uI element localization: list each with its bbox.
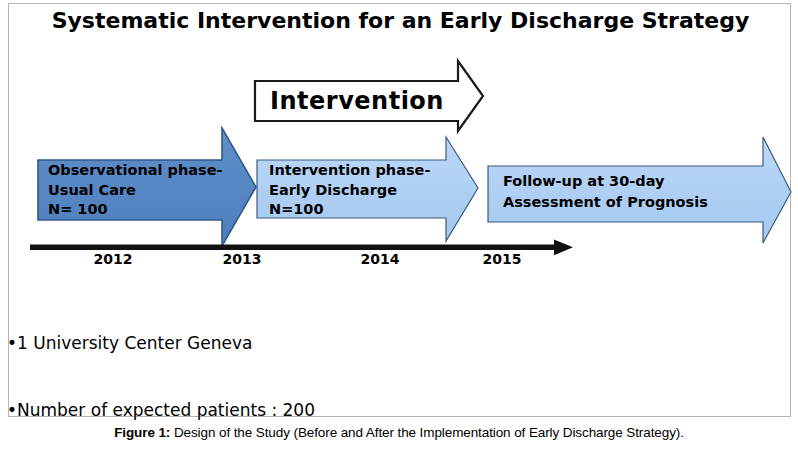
note-line: •Number of expected patients : 200: [7, 399, 795, 421]
phase-label-line: Follow-up at 30-day: [503, 171, 708, 192]
phase-label-followup: Follow-up at 30-day Assessment of Progno…: [503, 171, 708, 213]
phase-label-line: N= 100: [48, 200, 223, 220]
figure-caption-label: Figure 1:: [114, 425, 170, 440]
bullet-icon: •: [7, 333, 17, 353]
bullet-icon: •: [7, 400, 17, 420]
timeline-year-2013: 2013: [223, 251, 262, 267]
figure-caption: Figure 1: Design of the Study (Before an…: [0, 425, 798, 440]
phase-label-line: Observational phase-: [48, 161, 223, 181]
phase-label-line: Early Discharge: [269, 181, 430, 201]
timeline-axis: [30, 245, 554, 251]
phase-label-intervention: Intervention phase- Early Discharge N=10…: [269, 161, 430, 220]
phase-label-observational: Observational phase- Usual Care N= 100: [48, 161, 223, 220]
intervention-arrow-label: Intervention: [255, 81, 459, 121]
figure-title: Systematic Intervention for an Early Dis…: [9, 7, 792, 36]
figure-caption-text: Design of the Study (Before and After th…: [170, 425, 684, 440]
timeline-year-2012: 2012: [94, 251, 133, 267]
phase-label-line: Intervention phase-: [269, 161, 430, 181]
figure-page: Systematic Intervention for an Early Dis…: [0, 0, 798, 449]
timeline-arrowhead-icon: [554, 240, 573, 256]
phase-label-line: Usual Care: [48, 181, 223, 201]
phase-label-line: Assessment of Prognosis: [503, 192, 708, 213]
note-line: •1 University Center Geneva: [7, 332, 795, 354]
timeline-year-2015: 2015: [483, 251, 522, 267]
timeline-year-2014: 2014: [361, 251, 400, 267]
phase-label-line: N=100: [269, 200, 430, 220]
